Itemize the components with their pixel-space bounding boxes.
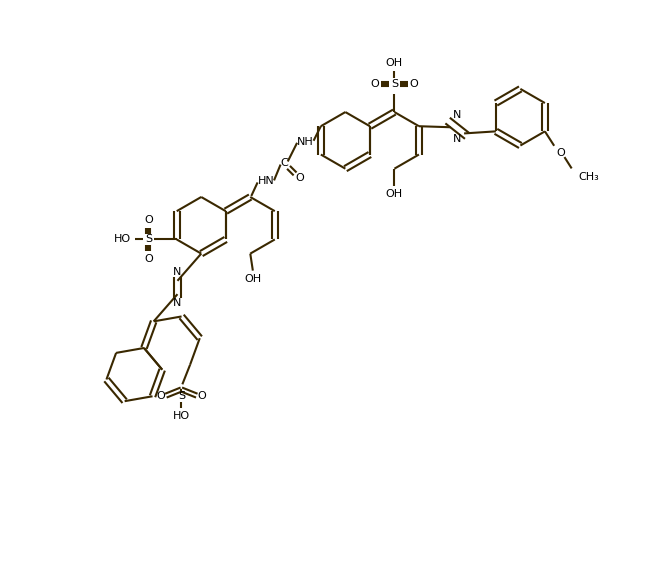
Text: O: O [156,391,165,401]
Text: OH: OH [386,189,403,199]
Text: O: O [144,254,153,264]
Text: O: O [556,148,565,158]
Text: OH: OH [244,274,261,284]
Text: S: S [145,234,152,245]
Text: HN: HN [257,176,274,187]
Text: OH: OH [386,58,403,68]
Text: O: O [370,79,379,89]
Text: NH: NH [297,137,314,147]
Text: S: S [391,79,398,89]
Text: CH₃: CH₃ [579,172,599,182]
Text: S: S [178,391,185,401]
Text: HO: HO [114,234,131,245]
Text: N: N [174,298,182,308]
Text: O: O [410,79,418,89]
Text: N: N [454,134,462,144]
Text: O: O [295,174,304,183]
Text: O: O [144,215,153,225]
Text: N: N [454,110,462,121]
Text: O: O [198,391,206,401]
Text: HO: HO [173,411,190,421]
Text: C: C [280,158,288,168]
Text: N: N [174,267,182,277]
